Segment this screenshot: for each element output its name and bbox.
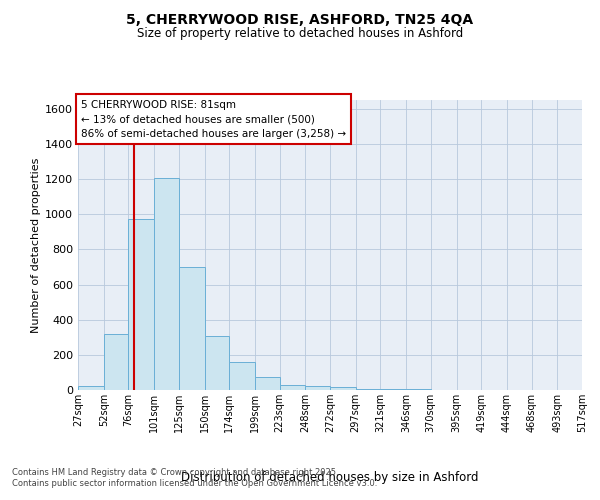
Bar	[128, 218, 154, 390]
Bar	[229, 362, 255, 390]
Bar	[78, 386, 104, 390]
Text: 5 CHERRYWOOD RISE: 81sqm
← 13% of detached houses are smaller (500)
86% of semi-: 5 CHERRYWOOD RISE: 81sqm ← 13% of detach…	[81, 100, 346, 139]
Bar	[380, 389, 406, 390]
Bar	[280, 384, 305, 390]
X-axis label: Distribution of detached houses by size in Ashford: Distribution of detached houses by size …	[181, 471, 479, 484]
Y-axis label: Number of detached properties: Number of detached properties	[31, 158, 41, 332]
Bar	[154, 178, 179, 390]
Bar	[255, 377, 280, 390]
Bar	[104, 334, 128, 390]
Text: Size of property relative to detached houses in Ashford: Size of property relative to detached ho…	[137, 28, 463, 40]
Bar	[179, 267, 205, 390]
Bar	[305, 386, 330, 390]
Text: Contains HM Land Registry data © Crown copyright and database right 2025.
Contai: Contains HM Land Registry data © Crown c…	[12, 468, 377, 487]
Bar	[330, 388, 356, 390]
Bar	[406, 389, 431, 390]
Bar	[356, 389, 380, 390]
Text: 5, CHERRYWOOD RISE, ASHFORD, TN25 4QA: 5, CHERRYWOOD RISE, ASHFORD, TN25 4QA	[127, 12, 473, 26]
Bar	[205, 336, 229, 390]
Bar	[582, 388, 600, 390]
